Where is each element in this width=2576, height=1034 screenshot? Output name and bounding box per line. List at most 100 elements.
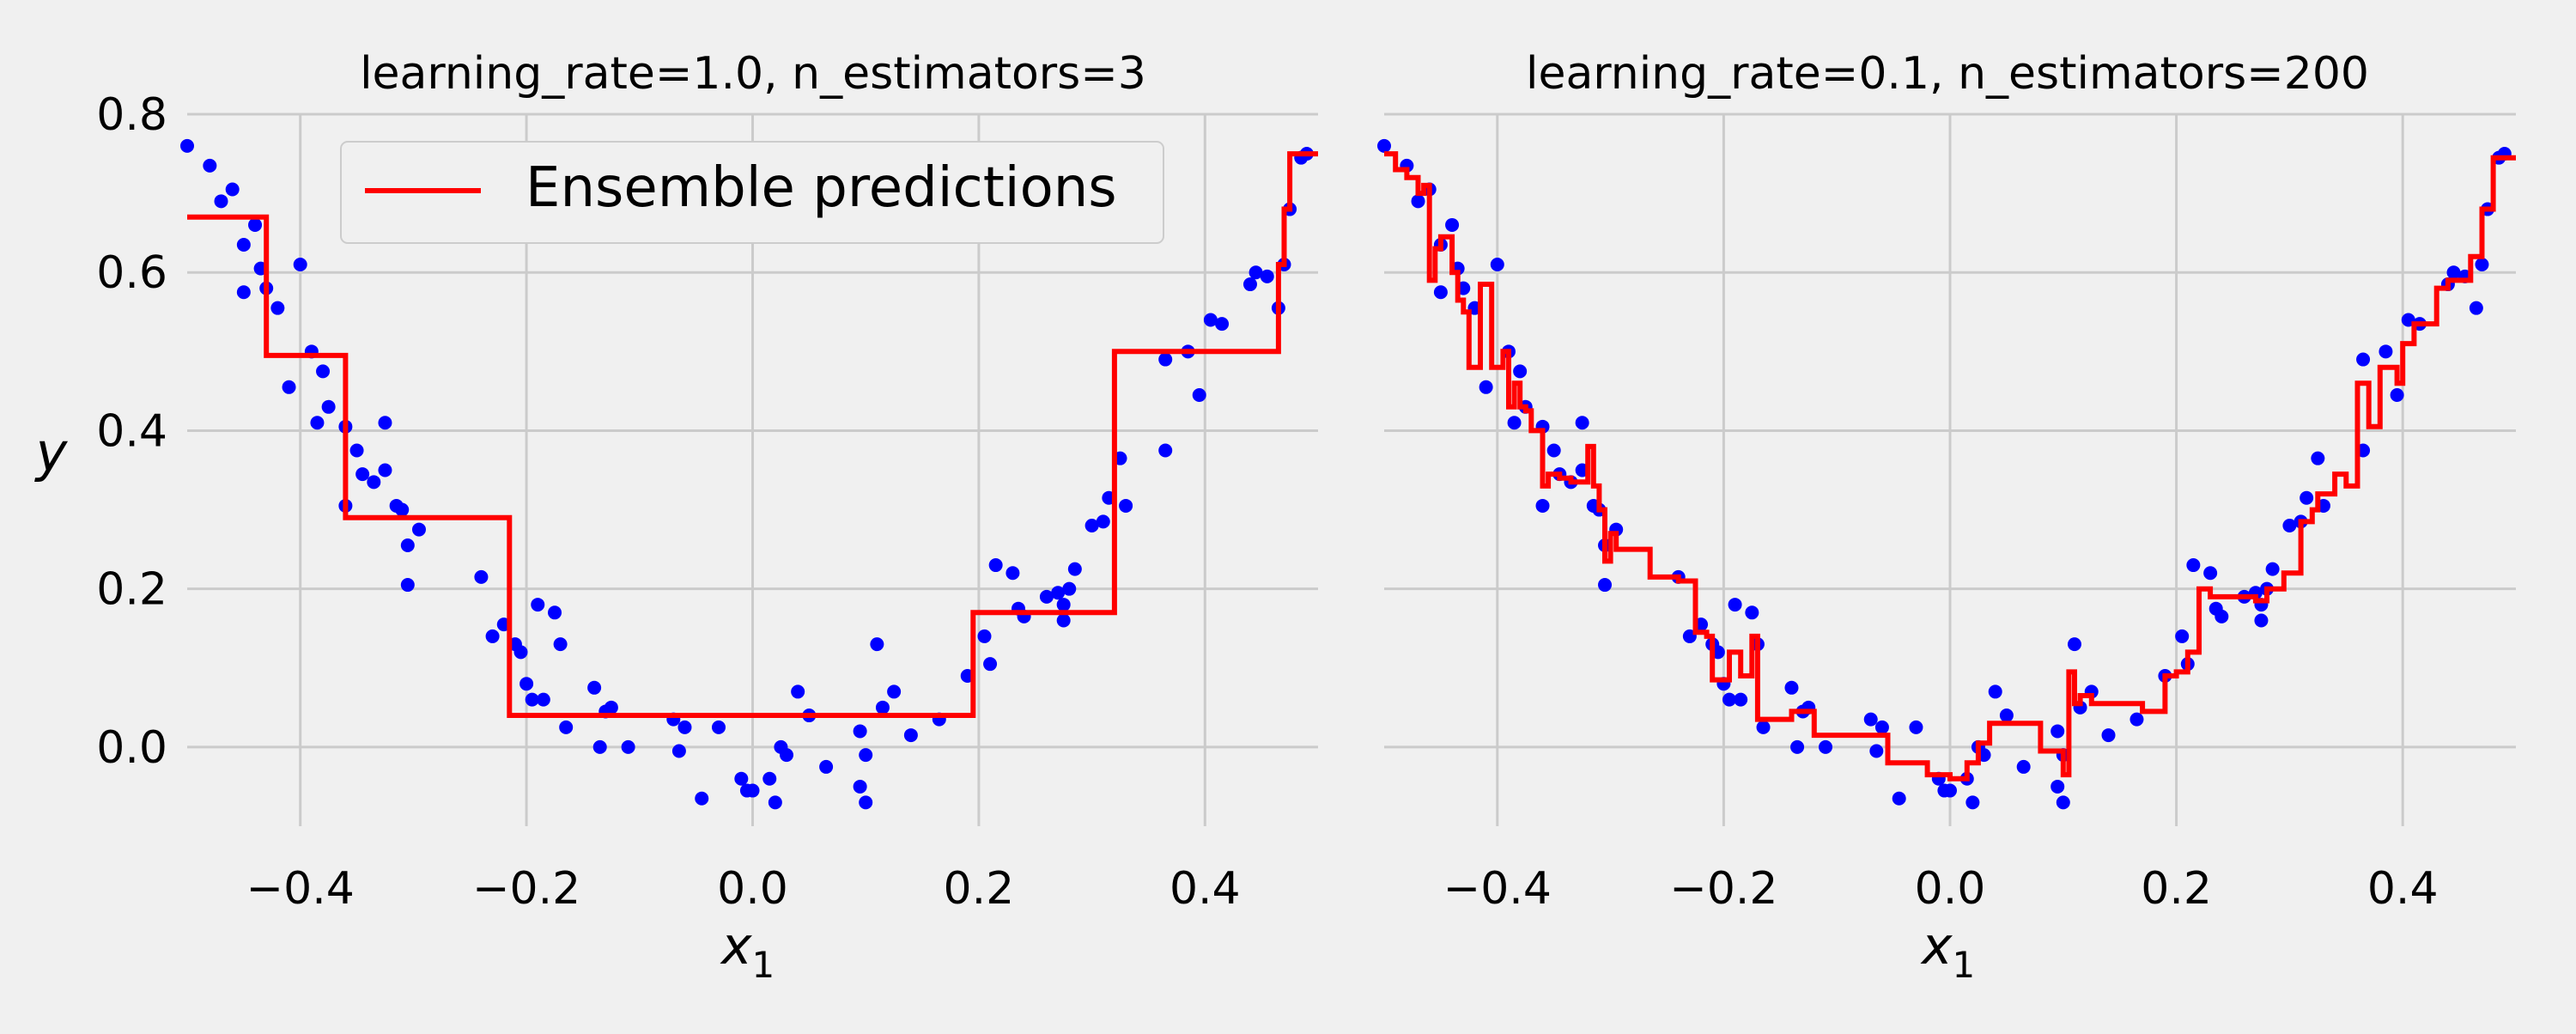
data-point bbox=[2469, 301, 2483, 315]
subplot-left: learning_rate=1.0, n_estimators=3 −0.4 −0… bbox=[34, 48, 1318, 986]
data-point bbox=[367, 475, 381, 490]
data-point bbox=[270, 301, 285, 315]
data-point bbox=[604, 700, 618, 715]
data-point bbox=[1728, 598, 1742, 612]
data-point bbox=[1158, 352, 1173, 367]
legend-box bbox=[340, 141, 1164, 244]
data-point bbox=[2175, 629, 2190, 643]
data-point bbox=[536, 692, 550, 707]
chart-title: learning_rate=0.1, n_estimators=200 bbox=[1526, 48, 2369, 100]
data-point bbox=[349, 443, 364, 458]
tick-labels: −0.4 −0.2 0.0 0.2 0.4 bbox=[1443, 863, 2439, 915]
data-point bbox=[762, 771, 777, 786]
prediction-series bbox=[187, 151, 1318, 718]
data-point bbox=[400, 578, 415, 593]
data-point bbox=[2203, 566, 2218, 581]
data-point bbox=[395, 502, 410, 517]
data-point bbox=[2056, 795, 2070, 810]
x-tick-label: 0.4 bbox=[1170, 863, 1241, 915]
data-point bbox=[1479, 380, 1493, 394]
data-point bbox=[677, 720, 692, 734]
data-point bbox=[400, 538, 415, 553]
data-point bbox=[1892, 791, 1906, 806]
tick-labels: −0.4 −0.2 0.0 0.2 0.4 0.0 0.2 0.4 0.6 0.8 bbox=[96, 89, 1240, 915]
data-point bbox=[1411, 194, 1425, 209]
data-point bbox=[1158, 443, 1173, 458]
data-point bbox=[875, 700, 890, 715]
data-point bbox=[1119, 498, 1133, 513]
data-point bbox=[2101, 728, 2116, 743]
data-point bbox=[2356, 352, 2371, 367]
data-point bbox=[859, 795, 873, 810]
ensemble-prediction-line bbox=[1384, 151, 2516, 782]
data-point bbox=[1192, 387, 1206, 402]
data-point bbox=[1084, 518, 1099, 532]
data-point bbox=[310, 416, 325, 430]
data-point bbox=[711, 720, 726, 734]
data-point bbox=[1513, 364, 1528, 379]
data-point bbox=[1433, 285, 1448, 300]
data-point bbox=[1203, 313, 1218, 327]
data-point bbox=[870, 637, 884, 652]
data-point bbox=[2390, 387, 2404, 402]
x-tick-label: 0.0 bbox=[717, 863, 788, 915]
data-point bbox=[1096, 514, 1110, 529]
data-point bbox=[2129, 712, 2144, 727]
data-point bbox=[2050, 724, 2065, 739]
data-point bbox=[1819, 739, 1833, 754]
data-point bbox=[236, 285, 251, 300]
data-point bbox=[225, 182, 240, 197]
data-point bbox=[321, 399, 336, 414]
grid-lines bbox=[187, 113, 1318, 826]
ensemble-prediction-line bbox=[187, 151, 1318, 718]
data-point bbox=[1790, 739, 1805, 754]
data-point bbox=[1242, 277, 1257, 292]
data-point bbox=[819, 759, 834, 774]
prediction-series bbox=[1384, 151, 2516, 782]
data-point bbox=[1965, 795, 1980, 810]
data-point bbox=[1062, 581, 1077, 596]
data-point bbox=[1869, 744, 1884, 758]
data-point bbox=[485, 629, 500, 643]
data-point bbox=[887, 684, 902, 699]
data-point bbox=[553, 637, 568, 652]
data-point bbox=[2050, 779, 2065, 794]
data-point bbox=[180, 138, 194, 153]
data-point bbox=[411, 522, 426, 537]
data-point bbox=[587, 680, 602, 695]
data-point bbox=[1988, 684, 2002, 699]
data-point bbox=[734, 771, 749, 786]
data-point bbox=[378, 463, 392, 477]
legend-label: Ensemble predictions bbox=[526, 156, 1117, 220]
x-tick-label: −0.4 bbox=[246, 863, 355, 915]
data-point bbox=[2067, 637, 2081, 652]
data-point bbox=[1056, 598, 1071, 612]
data-point bbox=[988, 558, 1003, 573]
data-point bbox=[525, 692, 539, 707]
data-point bbox=[1722, 692, 1736, 707]
data-point bbox=[768, 795, 782, 810]
data-point bbox=[2254, 613, 2269, 628]
data-point bbox=[293, 258, 307, 272]
data-point bbox=[1039, 589, 1054, 604]
data-point bbox=[695, 791, 709, 806]
data-point bbox=[1445, 217, 1460, 232]
data-point bbox=[474, 569, 489, 584]
data-point bbox=[791, 684, 805, 699]
data-point bbox=[592, 739, 607, 754]
y-tick-label: 0.0 bbox=[96, 722, 167, 774]
data-point bbox=[1507, 416, 1522, 430]
data-point bbox=[531, 598, 545, 612]
data-point bbox=[1598, 578, 1613, 593]
data-point bbox=[2282, 518, 2297, 532]
x-tick-label: 0.2 bbox=[2141, 863, 2212, 915]
data-point bbox=[282, 380, 296, 394]
data-point bbox=[1249, 265, 1263, 280]
data-point bbox=[2300, 490, 2314, 505]
data-point bbox=[1056, 613, 1071, 628]
data-point bbox=[355, 467, 370, 482]
data-point bbox=[1535, 498, 1550, 513]
data-point bbox=[214, 194, 228, 209]
